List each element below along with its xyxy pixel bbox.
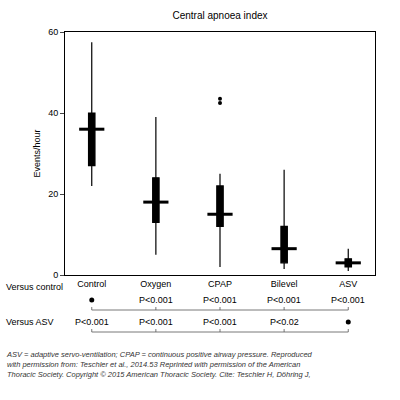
svg-text:P<0.001: P<0.001 bbox=[75, 317, 109, 327]
svg-text:Central apnoea index: Central apnoea index bbox=[172, 10, 267, 21]
svg-text:P<0.001: P<0.001 bbox=[203, 317, 237, 327]
svg-text:Versus ASV: Versus ASV bbox=[6, 317, 54, 327]
svg-text:60: 60 bbox=[48, 27, 58, 37]
svg-text:P<0.02: P<0.02 bbox=[270, 317, 299, 327]
svg-text:CPAP: CPAP bbox=[208, 279, 232, 289]
svg-text:Oxygen: Oxygen bbox=[140, 279, 171, 289]
svg-text:ASV = adaptive servo-ventilati: ASV = adaptive servo-ventilation; CPAP =… bbox=[6, 350, 313, 379]
svg-text:Bilevel: Bilevel bbox=[271, 279, 298, 289]
svg-text:P<0.001: P<0.001 bbox=[139, 295, 173, 305]
svg-text:P<0.001: P<0.001 bbox=[139, 317, 173, 327]
svg-text:Versus control: Versus control bbox=[6, 282, 63, 292]
svg-text:Events/hour: Events/hour bbox=[32, 129, 42, 177]
svg-text:0: 0 bbox=[53, 270, 58, 280]
svg-text:P<0.001: P<0.001 bbox=[203, 295, 237, 305]
svg-text:40: 40 bbox=[48, 108, 58, 118]
svg-text:20: 20 bbox=[48, 189, 58, 199]
svg-text:P<0.001: P<0.001 bbox=[331, 295, 365, 305]
svg-text:P<0.001: P<0.001 bbox=[267, 295, 301, 305]
svg-text:ASV: ASV bbox=[339, 279, 357, 289]
svg-text:Control: Control bbox=[77, 279, 106, 289]
